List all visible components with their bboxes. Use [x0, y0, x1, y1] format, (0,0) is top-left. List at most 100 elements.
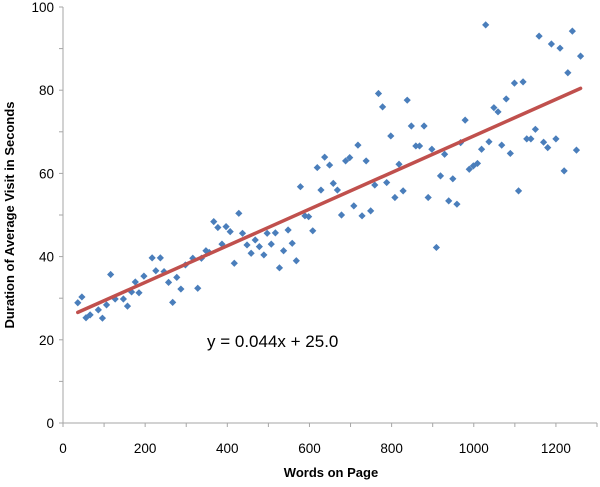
data-point-marker: [556, 44, 564, 52]
data-point-marker: [367, 207, 375, 215]
data-point-marker: [568, 27, 576, 35]
data-point-marker: [482, 21, 490, 29]
data-point-marker: [387, 132, 395, 140]
data-point-marker: [415, 142, 424, 150]
data-point-marker: [445, 197, 453, 205]
data-point-marker: [156, 254, 164, 262]
data-point-marker: [107, 270, 115, 279]
data-point-marker: [510, 79, 519, 87]
data-point-marker: [449, 175, 457, 183]
data-point-marker: [260, 251, 268, 259]
data-point-marker: [424, 193, 432, 202]
data-point-marker: [82, 314, 90, 322]
y-tick-label: 0: [46, 416, 54, 431]
data-point-marker: [540, 138, 548, 146]
data-point-marker: [296, 183, 305, 191]
x-tick-label: 200: [134, 441, 157, 456]
data-point-marker: [420, 122, 428, 130]
data-point-marker: [333, 186, 341, 194]
data-point-marker: [391, 193, 399, 202]
data-point-marker: [527, 135, 535, 143]
data-point-marker: [226, 228, 234, 236]
data-point-marker: [378, 103, 387, 111]
data-point-marker: [321, 153, 329, 161]
data-point-marker: [552, 135, 560, 143]
data-point-marker: [127, 288, 136, 296]
data-point-marker: [490, 104, 498, 112]
data-point-marker: [169, 298, 177, 306]
data-point-marker: [358, 212, 366, 220]
y-tick-label: 40: [39, 250, 54, 265]
data-point-marker: [560, 167, 568, 175]
data-point-marker: [346, 153, 354, 162]
data-point-marker: [78, 293, 86, 301]
data-point-marker: [547, 40, 556, 48]
data-point-marker: [506, 149, 514, 158]
data-point-marker: [247, 249, 255, 257]
data-point-marker: [173, 273, 181, 281]
data-point-marker: [131, 278, 139, 286]
data-point-marker: [98, 314, 107, 322]
data-point-marker: [255, 243, 263, 251]
y-tick-label: 60: [39, 166, 54, 181]
data-point-marker: [292, 257, 300, 265]
data-point-marker: [263, 229, 271, 237]
data-point-marker: [576, 52, 585, 60]
data-point-marker: [564, 69, 572, 77]
data-point-marker: [177, 285, 185, 293]
data-point-marker: [494, 108, 502, 116]
x-tick-label: 1200: [541, 441, 571, 456]
x-axis-title: Words on Page: [284, 465, 378, 480]
data-point-marker: [502, 95, 510, 103]
data-point-marker: [371, 181, 379, 189]
data-point-marker: [342, 157, 350, 165]
data-point-marker: [407, 122, 415, 130]
data-point-marker: [309, 227, 317, 235]
y-tick-label: 100: [31, 0, 54, 15]
data-point-marker: [135, 289, 143, 297]
data-point-marker: [519, 78, 527, 86]
data-point-marker: [436, 172, 445, 180]
data-point-marker: [485, 138, 493, 146]
y-axis: 0 20 40 60 80 100: [31, 0, 64, 431]
data-point-marker: [119, 295, 127, 303]
data-point-marker: [123, 302, 132, 310]
data-point-marker: [535, 32, 543, 40]
data-point-marker: [279, 247, 288, 255]
data-point-marker: [94, 306, 102, 314]
data-point-marker: [403, 96, 411, 104]
data-point-marker: [399, 187, 407, 195]
data-point-marker: [317, 186, 325, 194]
data-point-marker: [288, 239, 296, 247]
data-point-marker: [160, 267, 168, 276]
y-tick-label: 20: [39, 333, 54, 348]
data-point-marker: [222, 223, 230, 231]
data-point-marker: [453, 200, 461, 208]
data-point-marker: [194, 284, 202, 292]
trendline-path: [76, 86, 583, 315]
data-point-marker: [354, 141, 362, 149]
data-point-marker: [412, 142, 420, 150]
data-point-marker: [428, 145, 436, 153]
data-point-marker: [235, 209, 243, 217]
y-axis-title: Duration of Average Visit in Seconds: [2, 101, 17, 328]
data-point-marker: [164, 278, 173, 286]
x-tick-label: 600: [298, 441, 321, 456]
x-tick-label: 0: [59, 441, 67, 456]
data-point-marker: [544, 144, 552, 152]
data-point-marker: [74, 299, 82, 307]
data-point-marker: [210, 218, 218, 226]
x-tick-label: 800: [380, 441, 403, 456]
data-point-marker: [531, 125, 539, 133]
data-point-marker: [140, 272, 148, 280]
data-point-marker: [102, 301, 111, 309]
data-point-marker: [465, 165, 473, 173]
data-point-marker: [251, 236, 259, 244]
data-point-marker: [461, 116, 469, 124]
data-point-marker: [514, 187, 523, 195]
data-point-marker: [329, 179, 337, 187]
data-point-marker: [301, 212, 309, 220]
data-point-marker: [325, 161, 334, 169]
